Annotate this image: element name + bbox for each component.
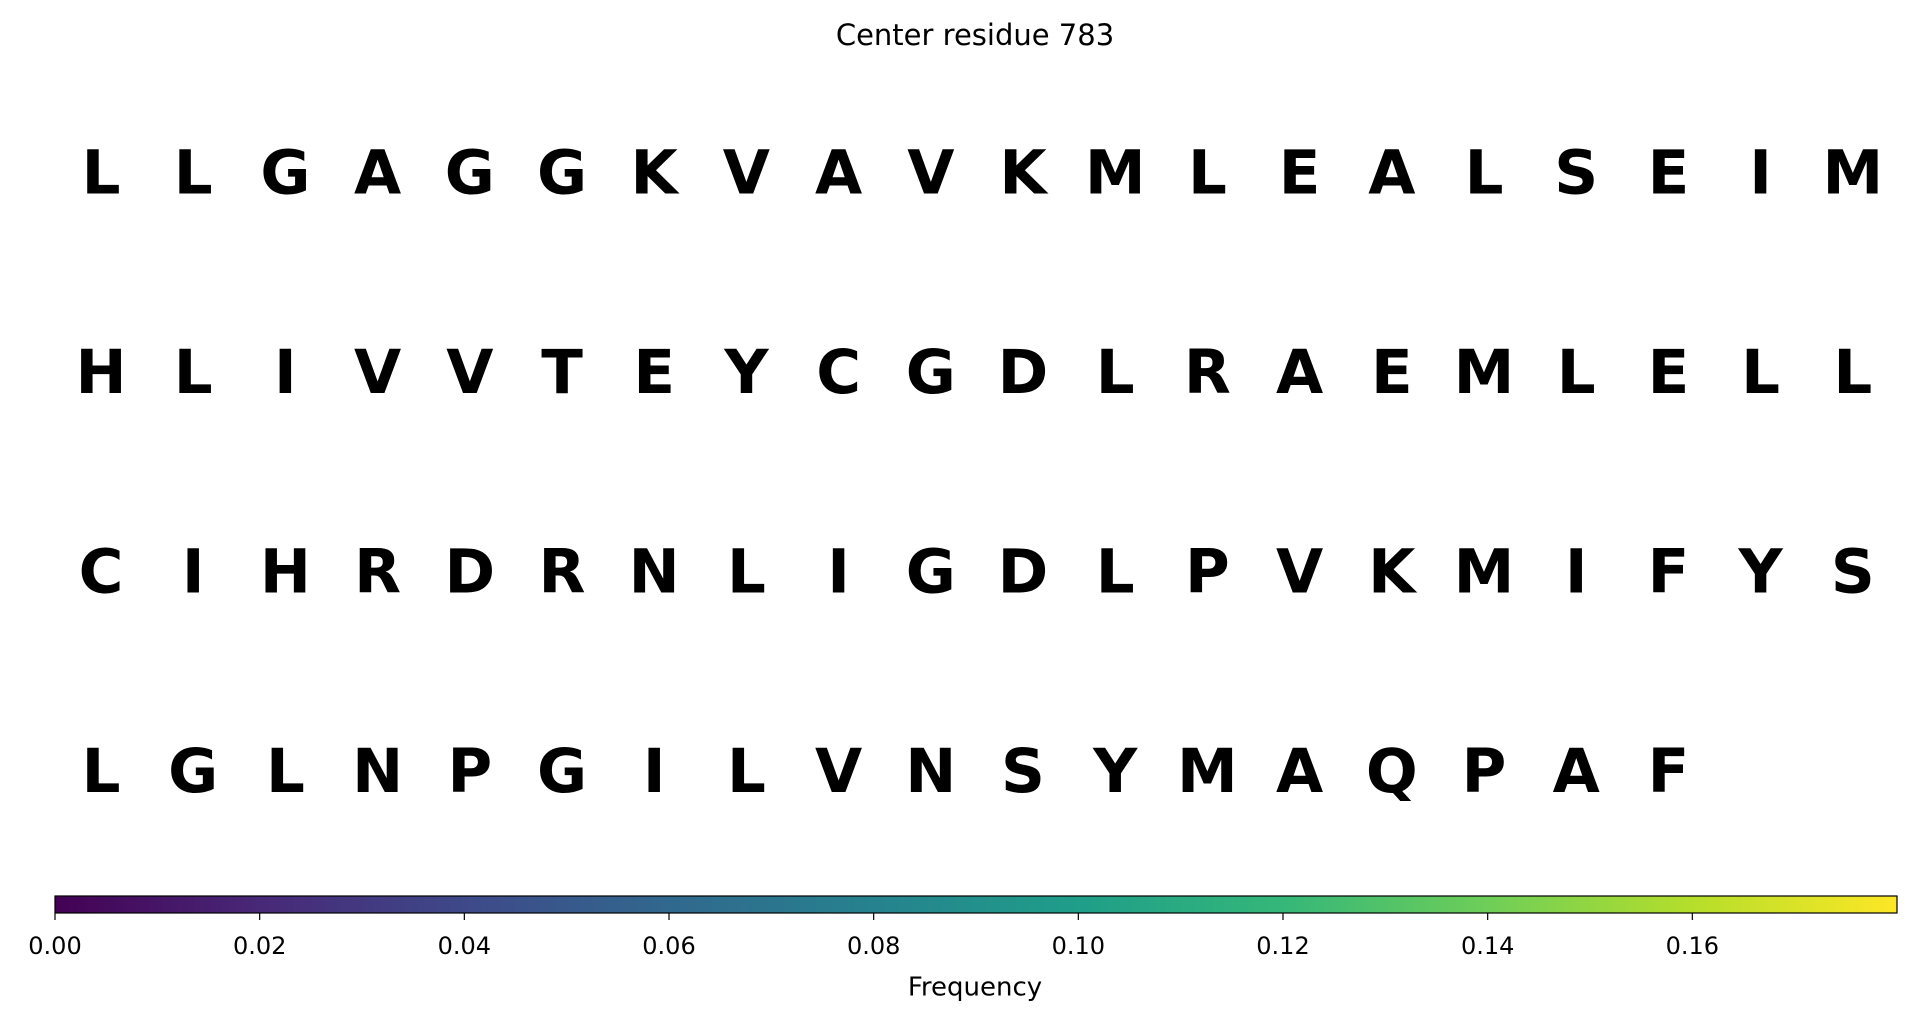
residue-letter: A xyxy=(815,138,862,209)
residue-letter: S xyxy=(1831,537,1875,608)
residue-letter: Y xyxy=(1738,537,1784,608)
residue-letter: A xyxy=(1276,337,1323,408)
residue-letter: P xyxy=(1185,537,1230,608)
residue-letter: L xyxy=(1188,138,1227,209)
colorbar-tick-label: 0.10 xyxy=(1052,932,1105,960)
residue-letter: P xyxy=(447,736,492,807)
residue-letter: M xyxy=(1085,138,1146,209)
chart-title: Center residue 783 xyxy=(836,18,1114,52)
residue-letter: L xyxy=(1557,337,1596,408)
colorbar-tick-label: 0.08 xyxy=(847,932,900,960)
colorbar-tick-label: 0.02 xyxy=(233,932,286,960)
residue-letter: A xyxy=(354,138,401,209)
residue-letter: V xyxy=(907,138,954,209)
residue-letter: V xyxy=(1276,537,1323,608)
residue-letter: V xyxy=(723,138,770,209)
residue-letter: L xyxy=(1096,337,1135,408)
colorbar-tick-label: 0.00 xyxy=(28,932,81,960)
residue-letter: F xyxy=(1648,736,1690,807)
residue-letter: N xyxy=(905,736,956,807)
colorbar-label: Frequency xyxy=(908,973,1042,1003)
residue-letter: K xyxy=(631,138,681,209)
residue-letter: V xyxy=(354,337,401,408)
residue-letter: L xyxy=(727,736,766,807)
residue-letter: R xyxy=(539,537,586,608)
residue-letter: L xyxy=(82,138,121,209)
residue-letter: M xyxy=(1177,736,1238,807)
residue-letter: S xyxy=(1554,138,1598,209)
residue-letter: Q xyxy=(1366,736,1418,807)
residue-letter: L xyxy=(174,138,213,209)
residue-letter: L xyxy=(82,736,121,807)
residue-letter: I xyxy=(827,537,850,608)
residue-letter: D xyxy=(998,537,1049,608)
residue-letter: K xyxy=(999,138,1049,209)
residue-letter: G xyxy=(906,537,956,608)
colorbar xyxy=(54,895,1898,914)
residue-letter: Y xyxy=(1092,736,1138,807)
residue-letter: G xyxy=(537,736,587,807)
colorbar-tick-label: 0.06 xyxy=(642,932,695,960)
residue-letter: L xyxy=(174,337,213,408)
residue-letter: G xyxy=(445,138,495,209)
colorbar-tick-label: 0.16 xyxy=(1666,932,1719,960)
colorbar-tick-label: 0.14 xyxy=(1461,932,1514,960)
residue-letter: C xyxy=(79,537,124,608)
residue-letter: A xyxy=(1368,138,1415,209)
residue-letter: M xyxy=(1822,138,1883,209)
residue-letter: A xyxy=(1276,736,1323,807)
residue-letter: I xyxy=(1565,537,1588,608)
residue-letter: E xyxy=(1648,138,1690,209)
residue-letter: E xyxy=(1279,138,1321,209)
residue-letter: G xyxy=(168,736,218,807)
residue-letter: L xyxy=(1833,337,1872,408)
residue-letter: F xyxy=(1648,537,1690,608)
residue-letter: V xyxy=(815,736,862,807)
residue-letter: C xyxy=(816,337,861,408)
residue-letter: D xyxy=(444,537,495,608)
residue-letter: R xyxy=(354,537,401,608)
residue-letter: N xyxy=(629,537,680,608)
residue-letter: M xyxy=(1454,337,1515,408)
residue-letter: I xyxy=(182,537,205,608)
residue-letter: V xyxy=(446,337,493,408)
residue-letter: H xyxy=(75,337,126,408)
residue-letter: D xyxy=(998,337,1049,408)
residue-letter: R xyxy=(1184,337,1231,408)
residue-letter: G xyxy=(260,138,310,209)
residue-letter: L xyxy=(1096,537,1135,608)
residue-letter: K xyxy=(1368,537,1418,608)
residue-letter: N xyxy=(352,736,403,807)
residue-letter: M xyxy=(1454,537,1515,608)
residue-letter: I xyxy=(1749,138,1772,209)
residue-letter: G xyxy=(537,138,587,209)
residue-letter: S xyxy=(1001,736,1045,807)
residue-letter: L xyxy=(1741,337,1780,408)
residue-letter: G xyxy=(906,337,956,408)
residue-letter: L xyxy=(1465,138,1504,209)
residue-letter: I xyxy=(643,736,666,807)
residue-letter: I xyxy=(274,337,297,408)
residue-letter: E xyxy=(1648,337,1690,408)
residue-letter: Y xyxy=(723,337,769,408)
residue-letter: A xyxy=(1553,736,1600,807)
residue-letter: L xyxy=(266,736,305,807)
residue-letter: T xyxy=(541,337,583,408)
residue-letter: E xyxy=(1371,337,1413,408)
residue-letter: H xyxy=(260,537,311,608)
colorbar-tick-label: 0.12 xyxy=(1256,932,1309,960)
residue-letter: P xyxy=(1462,736,1507,807)
colorbar-tick-label: 0.04 xyxy=(438,932,491,960)
residue-letter: E xyxy=(633,337,675,408)
residue-letter: L xyxy=(727,537,766,608)
